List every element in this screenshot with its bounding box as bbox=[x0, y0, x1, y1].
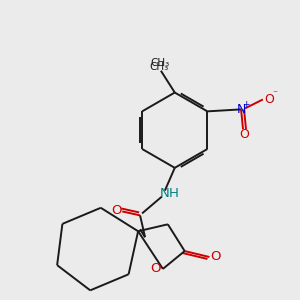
Text: N: N bbox=[160, 187, 170, 200]
Text: N: N bbox=[236, 103, 246, 116]
Text: O: O bbox=[239, 128, 249, 141]
Text: O: O bbox=[264, 93, 274, 106]
Text: CH₃: CH₃ bbox=[149, 62, 169, 72]
Text: O: O bbox=[111, 204, 122, 217]
Text: ⁻: ⁻ bbox=[272, 89, 277, 100]
Text: CH₃: CH₃ bbox=[150, 58, 170, 68]
Text: H: H bbox=[169, 187, 179, 200]
Text: O: O bbox=[210, 250, 220, 263]
Text: O: O bbox=[151, 262, 161, 275]
Text: +: + bbox=[242, 100, 250, 109]
